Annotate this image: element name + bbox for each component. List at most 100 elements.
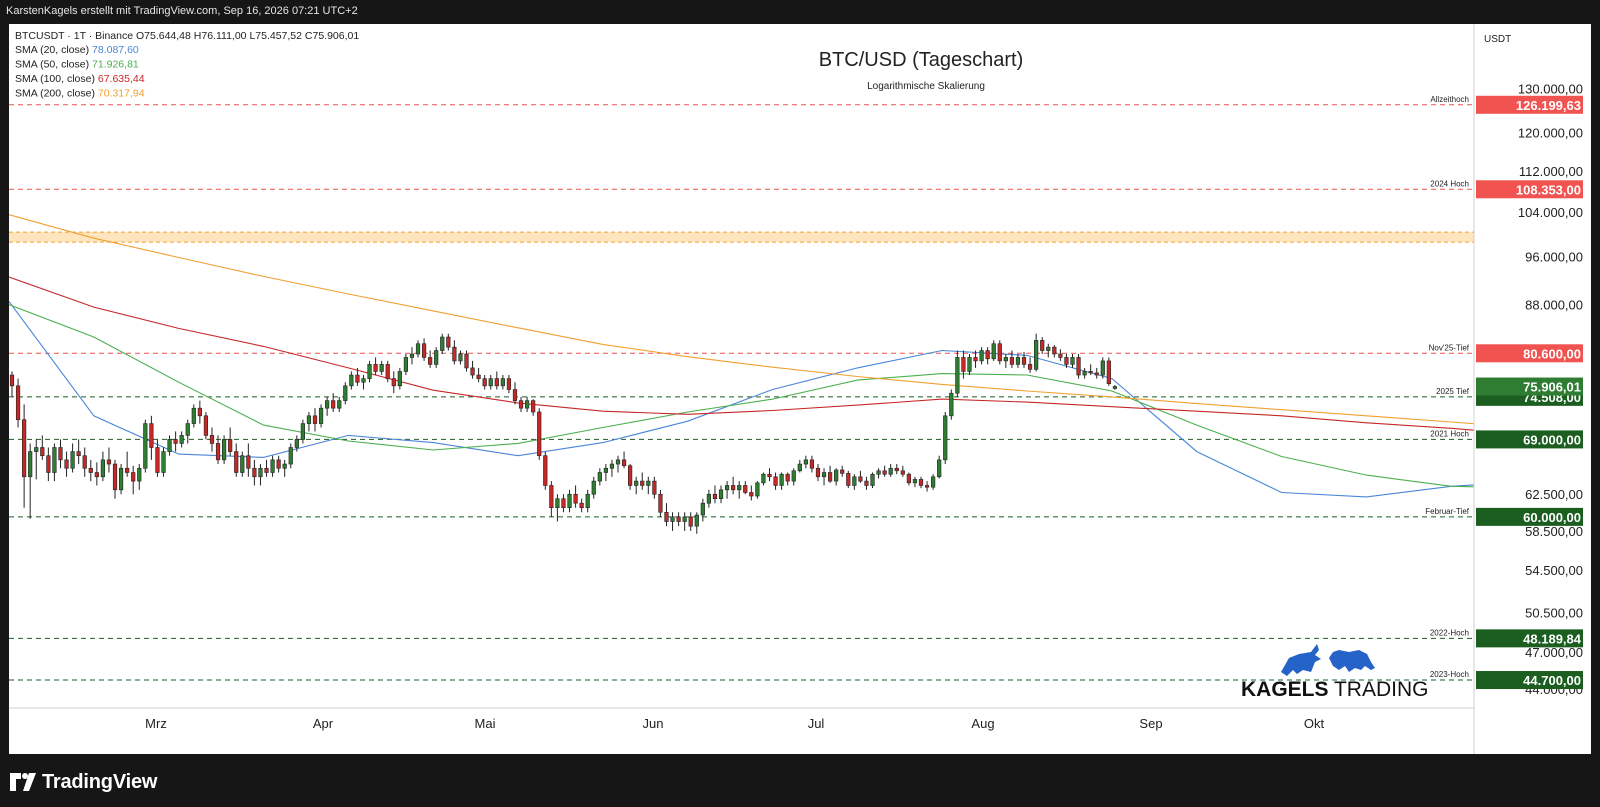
candle bbox=[52, 443, 57, 482]
y-tick-label: 58.500,00 bbox=[1525, 524, 1583, 539]
candle-body bbox=[797, 463, 802, 472]
level-price-tag bbox=[1476, 180, 1583, 199]
bull-icon bbox=[1281, 644, 1321, 676]
candle-body bbox=[94, 472, 99, 478]
candle bbox=[22, 404, 27, 508]
candle-body bbox=[561, 498, 566, 509]
candle-body bbox=[76, 451, 81, 457]
candle-body bbox=[573, 493, 578, 504]
candle bbox=[973, 350, 978, 368]
candle-body bbox=[549, 485, 554, 509]
candle-body bbox=[361, 378, 366, 383]
candle-body bbox=[749, 492, 754, 497]
ohlc-value: O75.644,48 bbox=[136, 30, 194, 42]
candle-body bbox=[615, 459, 621, 465]
candle-body bbox=[64, 459, 69, 469]
candle bbox=[809, 455, 815, 473]
y-tick-label: 62.500,00 bbox=[1525, 487, 1583, 502]
candle-body bbox=[270, 459, 275, 473]
candle-body bbox=[621, 459, 627, 467]
candle-body bbox=[149, 423, 154, 448]
candle-body bbox=[70, 451, 75, 469]
candle bbox=[1082, 367, 1087, 379]
candle-body bbox=[931, 476, 936, 488]
candle-body bbox=[743, 485, 748, 493]
candle bbox=[167, 435, 172, 456]
candle bbox=[955, 350, 960, 397]
candle bbox=[827, 465, 833, 483]
candle-body bbox=[228, 439, 233, 452]
candle bbox=[718, 485, 724, 504]
level-price-tag bbox=[1476, 344, 1583, 363]
level-price-label: 48.189,84 bbox=[1523, 631, 1582, 646]
candle bbox=[131, 465, 136, 495]
candle bbox=[567, 489, 572, 513]
candle-body bbox=[640, 480, 645, 486]
candle bbox=[488, 375, 493, 390]
candle-body bbox=[379, 364, 384, 372]
level-price-tag bbox=[1476, 95, 1583, 114]
candle-body bbox=[906, 473, 911, 484]
candle bbox=[767, 468, 772, 482]
candle-body bbox=[785, 473, 790, 482]
candle bbox=[906, 472, 911, 486]
x-month-label: Okt bbox=[1304, 716, 1325, 731]
candle-body bbox=[888, 467, 893, 475]
candle bbox=[125, 451, 130, 477]
candle bbox=[28, 443, 33, 519]
price-chart[interactable]: Allzeithoch 2024 Hoch Nov'25-Tief 2025 Tief… bbox=[9, 24, 1591, 754]
candle-body bbox=[488, 378, 493, 387]
candle bbox=[191, 404, 196, 428]
candle bbox=[506, 375, 512, 394]
candle bbox=[967, 353, 972, 376]
candle-body bbox=[46, 455, 51, 473]
candle-body bbox=[712, 493, 718, 499]
candle-body bbox=[1003, 357, 1008, 362]
candle bbox=[476, 367, 481, 383]
candle bbox=[1088, 364, 1093, 376]
candle bbox=[197, 400, 202, 424]
candle bbox=[312, 408, 318, 432]
candle-body bbox=[924, 485, 930, 488]
candle bbox=[252, 459, 257, 486]
candle-body bbox=[203, 415, 209, 436]
candle-body bbox=[1106, 360, 1111, 384]
candle bbox=[318, 404, 324, 428]
chart-frame: Allzeithoch 2024 Hoch Nov'25-Tief 2025 Tief… bbox=[9, 24, 1591, 754]
candle-body bbox=[1027, 364, 1033, 370]
ohlc-value: L75.457,52 bbox=[249, 30, 304, 42]
candle bbox=[391, 371, 396, 394]
candle-body bbox=[918, 479, 924, 486]
candle-body bbox=[912, 479, 918, 484]
candle bbox=[640, 472, 645, 490]
tradingview-logo[interactable]: TradingView bbox=[10, 771, 157, 793]
candle-body bbox=[585, 493, 590, 509]
candle bbox=[228, 427, 233, 456]
candle bbox=[743, 481, 748, 495]
candle-body bbox=[870, 473, 875, 486]
candle bbox=[852, 474, 857, 490]
candle bbox=[325, 396, 330, 416]
candle-body bbox=[834, 469, 839, 482]
level-price-label: 69.000,00 bbox=[1523, 432, 1581, 447]
candle-body bbox=[609, 463, 615, 469]
candle bbox=[112, 459, 118, 499]
candle bbox=[385, 360, 390, 383]
candle-body bbox=[1009, 357, 1014, 365]
candle-body bbox=[773, 476, 778, 486]
candle-body bbox=[318, 407, 324, 424]
candle bbox=[276, 455, 281, 473]
candle-body bbox=[355, 374, 360, 383]
candle bbox=[288, 443, 293, 469]
candle bbox=[1106, 357, 1111, 386]
candle bbox=[652, 476, 657, 499]
candle-body bbox=[949, 392, 954, 417]
candle-body bbox=[34, 447, 39, 452]
candle-body bbox=[506, 378, 512, 390]
ohlc-value: H76.111,00 bbox=[194, 30, 250, 42]
candle bbox=[670, 512, 675, 531]
sma-legend-entry: SMA (200, close) 70.317,94 bbox=[15, 88, 145, 100]
candle-body bbox=[191, 407, 196, 424]
candle-body bbox=[1082, 371, 1087, 376]
candle bbox=[222, 435, 227, 465]
